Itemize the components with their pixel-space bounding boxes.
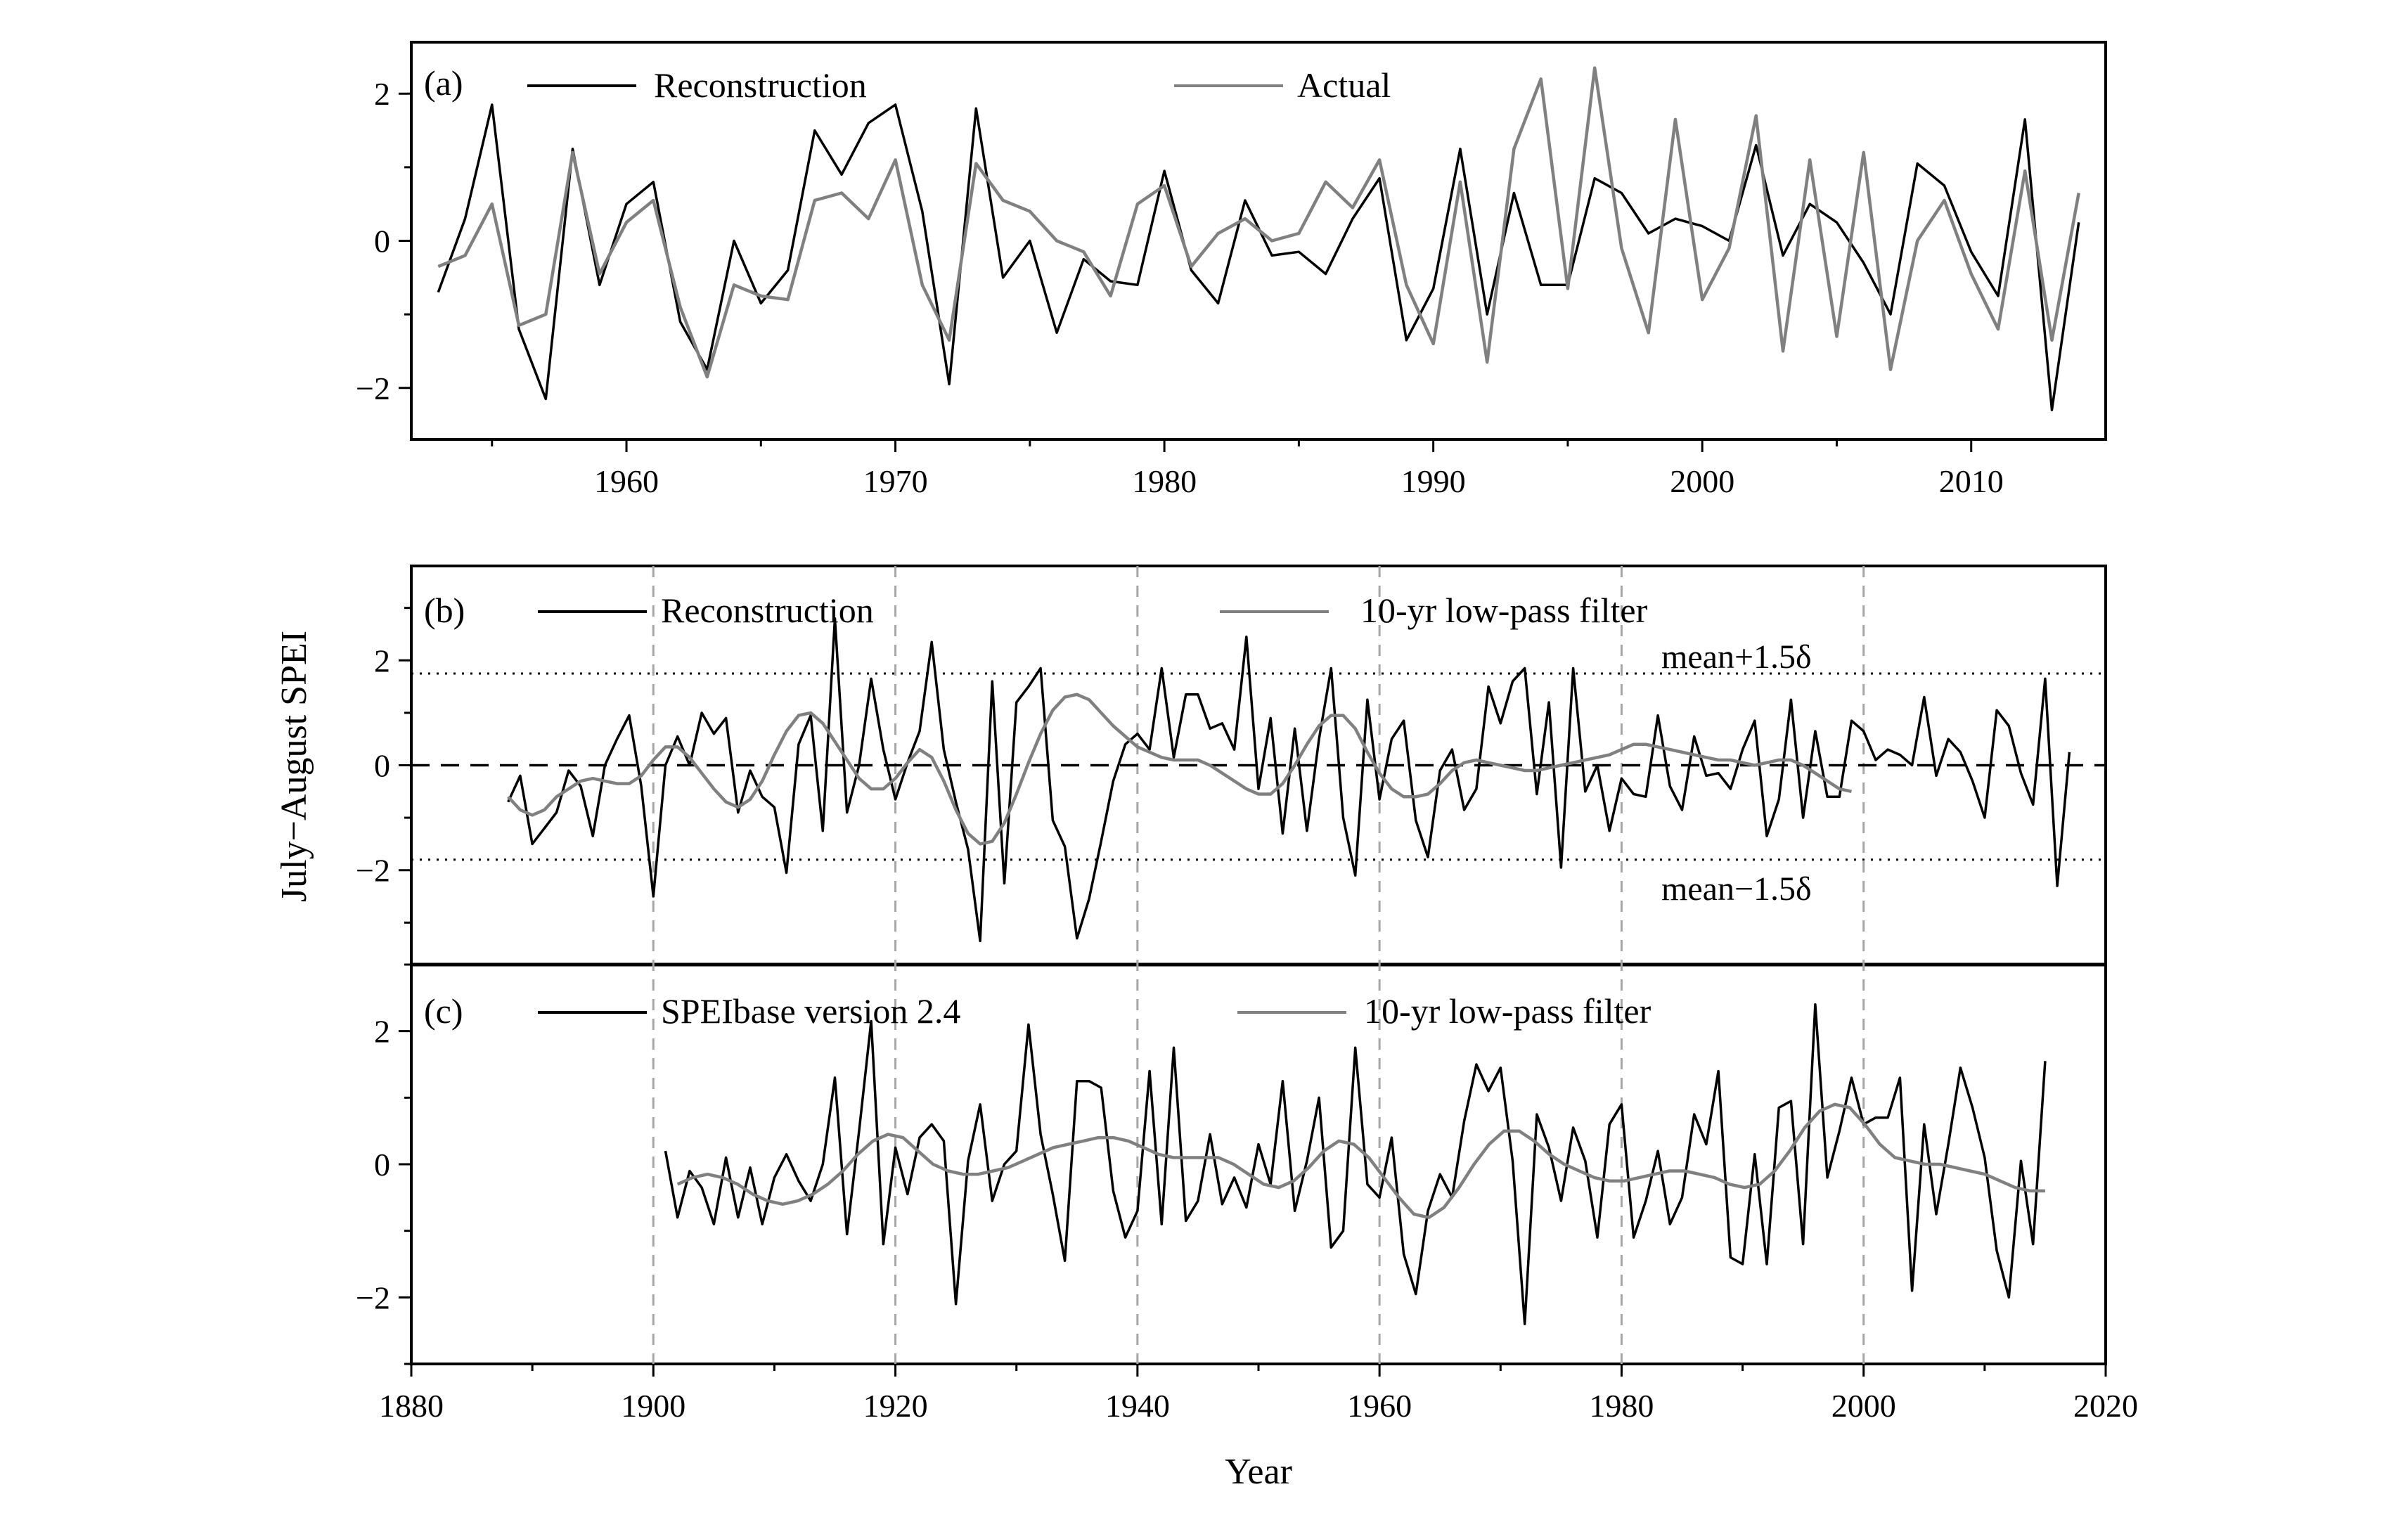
x-axis-title: Year (1225, 1452, 1292, 1492)
x-tick-label-a: 2010 (1939, 463, 2004, 499)
legend-a-label-actual: Actual (1297, 65, 1391, 105)
series-line-a-1 (437, 66, 2080, 379)
x-tick-label-a: 2000 (1670, 463, 1734, 499)
y-tick-label-b: −2 (356, 853, 390, 889)
axis-ticks: −2 0 2 −2 0 2 −2 0 2 1960 1970 1980 1990 2000 2010 1880… (356, 76, 2138, 1424)
legend-b-label-filter: 10-yr low-pass filter (1360, 591, 1648, 630)
panel-b-label: (b) (424, 591, 465, 630)
series-line-b-0 (507, 617, 2071, 943)
panel-b-plot (507, 617, 2071, 943)
y-tick-label-c: −2 (356, 1280, 390, 1315)
x-tick-label-c: 1960 (1347, 1388, 1412, 1424)
series-line-a-0 (437, 103, 2080, 411)
x-tick-label-c: 2000 (1831, 1388, 1896, 1424)
upper-threshold-label: mean+1.5δ (1661, 638, 1812, 676)
decade-gridlines (652, 566, 1865, 1364)
series-line-c-0 (664, 1003, 2047, 1325)
x-tick-label-a: 1990 (1401, 463, 1466, 499)
legend-a-label-reconstruction: Reconstruction (654, 65, 867, 105)
x-tick-label-a: 1970 (863, 463, 928, 499)
y-tick-label-a: −2 (356, 371, 390, 406)
series-line-b-1 (507, 693, 1852, 846)
x-tick-label-a: 1960 (594, 463, 659, 499)
x-tick-label-c: 1920 (863, 1388, 928, 1424)
y-tick-label-b: 2 (374, 643, 390, 678)
legend-b-label-reconstruction: Reconstruction (661, 591, 874, 630)
y-tick-label-c: 2 (374, 1014, 390, 1050)
panel-c-label: (c) (424, 991, 463, 1031)
y-axis-title: July−August SPEI (274, 631, 314, 902)
x-tick-label-c: 2020 (2073, 1388, 2138, 1424)
y-tick-label-b: 0 (374, 748, 390, 784)
x-tick-label-a: 1980 (1132, 463, 1197, 499)
x-tick-label-c: 1880 (379, 1388, 444, 1424)
series-line-c-1 (676, 1102, 2045, 1219)
legend-c-label-filter: 10-yr low-pass filter (1364, 991, 1652, 1031)
lower-threshold-label: mean−1.5δ (1661, 870, 1812, 908)
x-tick-label-c: 1900 (621, 1388, 685, 1424)
panel-c-plot (664, 1003, 2047, 1325)
x-tick-label-c: 1940 (1105, 1388, 1170, 1424)
panel-a-plot (437, 66, 2080, 411)
y-tick-label-a: 2 (374, 76, 390, 112)
y-tick-label-a: 0 (374, 224, 390, 259)
y-tick-label-c: 0 (374, 1147, 390, 1183)
legend-c-label-spei: SPEIbase version 2.4 (661, 991, 960, 1031)
panel-a-label: (a) (424, 63, 463, 103)
x-tick-label-c: 1980 (1589, 1388, 1654, 1424)
